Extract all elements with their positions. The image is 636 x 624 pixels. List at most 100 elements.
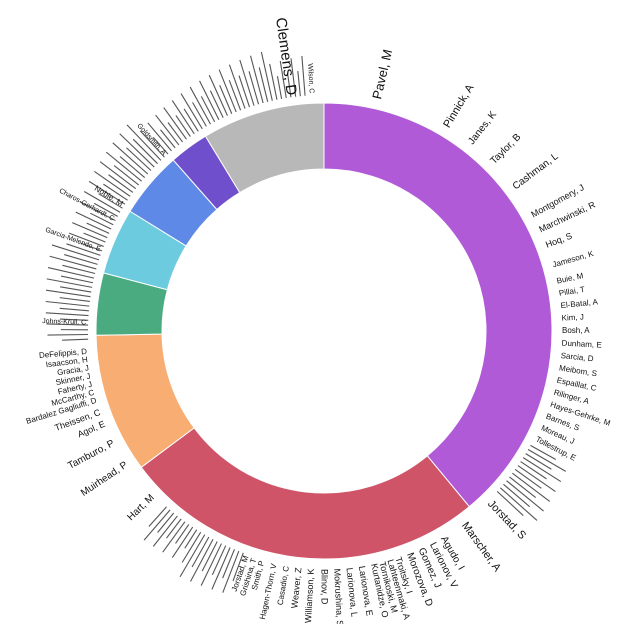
crowded-label-mark <box>258 67 269 102</box>
slice-label: Janes, K <box>466 109 499 147</box>
crowded-label-mark <box>208 74 228 116</box>
crowded-label-mark <box>163 107 187 140</box>
crowded-label-mark <box>192 102 207 127</box>
crowded-label-mark <box>249 55 264 104</box>
crowded-label-mark <box>191 536 210 568</box>
crowded-label-mark <box>88 180 126 205</box>
slice-label: Wilson, C <box>306 63 315 93</box>
slice-label: El-Batal, A <box>560 297 599 310</box>
crowded-label-mark <box>260 51 273 101</box>
crowded-label-mark <box>200 543 222 586</box>
crowded-label-mark <box>152 515 178 547</box>
crowded-label-mark <box>171 100 195 135</box>
crowded-label-mark <box>79 201 116 222</box>
crowded-label-mark <box>211 547 231 590</box>
crowded-label-mark <box>522 457 562 483</box>
crowded-label-mark <box>228 64 246 109</box>
crowded-label-mark <box>152 136 169 155</box>
crowded-label-mark <box>530 444 557 460</box>
crowded-label-mark <box>219 85 233 114</box>
crowded-label-mark <box>506 480 544 512</box>
slice-label: Hoq, S <box>544 231 573 250</box>
crowded-label-mark <box>75 211 112 230</box>
crowded-label-mark <box>509 476 537 499</box>
crowded-label-mark <box>62 338 89 341</box>
slice-label: Johns-Krull, C <box>42 318 86 327</box>
crowded-label-mark <box>180 93 203 130</box>
slice-label: Bosh, A <box>562 326 590 335</box>
crowded-label-mark <box>45 312 89 317</box>
crowded-label-mark <box>86 222 110 234</box>
crowded-label-mark <box>167 122 184 143</box>
crowded-label-mark <box>51 244 100 261</box>
crowded-label-mark <box>301 56 306 96</box>
crowded-label-mark <box>47 333 89 336</box>
crowded-label-mark <box>179 534 206 578</box>
slice-label: Pinnick, A <box>441 82 477 130</box>
crowded-label-mark <box>132 138 158 165</box>
crowded-label-mark <box>189 86 211 125</box>
crowded-label-mark <box>46 278 93 288</box>
crowded-label-mark <box>46 323 89 326</box>
crowded-label-mark <box>126 147 152 171</box>
slice-label: Casadio, C <box>276 565 291 606</box>
crowded-label-mark <box>269 63 278 100</box>
slice-label: Weaver, Z <box>289 567 303 609</box>
crowded-label-mark <box>80 242 103 252</box>
crowded-label-mark <box>126 124 162 161</box>
crowded-label-mark <box>147 122 172 152</box>
slice-label: Jorstad, S <box>485 498 528 542</box>
donut-slice-1[interactable] <box>323 102 553 508</box>
crowded-label-mark <box>503 483 531 508</box>
crowded-label-mark <box>143 509 171 541</box>
slice-label: Muirhead, P <box>79 459 130 498</box>
donut-slice-2[interactable] <box>140 427 471 560</box>
crowded-label-mark <box>211 545 227 576</box>
crowded-label-mark <box>59 297 90 302</box>
crowded-label-mark <box>175 115 191 137</box>
crowded-label-mark <box>119 133 155 168</box>
crowded-label-mark <box>64 254 98 265</box>
slice-label: Pavel, M <box>369 48 395 101</box>
crowded-label-mark <box>166 518 182 539</box>
slice-label: Kim, J <box>561 312 584 322</box>
crowded-label-mark <box>157 512 175 533</box>
donut-slices <box>95 102 553 560</box>
crowded-label-mark <box>181 531 202 563</box>
crowded-label-mark <box>62 264 96 275</box>
crowded-label-mark <box>162 521 186 553</box>
slice-label: Mokrushina, S <box>332 568 345 624</box>
slice-label: Sarcia, D <box>560 351 594 363</box>
crowded-label-mark <box>60 275 94 284</box>
crowded-label-mark <box>171 526 194 558</box>
crowded-label-mark <box>99 161 137 190</box>
crowded-label-mark <box>238 75 251 108</box>
crowded-label-mark <box>190 539 214 582</box>
crowded-label-mark <box>199 80 220 120</box>
slice-label: Dunham, E <box>561 339 601 350</box>
crowded-label-mark <box>175 524 190 544</box>
slice-label: Pillai, T <box>558 285 585 298</box>
donut-slice-8[interactable] <box>204 102 325 194</box>
slice-label: Meibom, S <box>558 363 597 378</box>
crowded-label-mark <box>496 490 524 516</box>
crowded-label-mark <box>112 142 149 175</box>
crowded-label-mark <box>222 549 235 579</box>
crowded-label-mark <box>160 129 176 149</box>
crowded-label-mark <box>218 69 237 113</box>
slice-label: Tamburo, P <box>66 438 117 472</box>
crowded-label-mark <box>83 232 106 243</box>
crowded-label-mark <box>499 487 538 521</box>
crowded-label-mark <box>287 73 292 98</box>
crowded-label-mark <box>248 71 260 105</box>
crowded-label-mark <box>45 300 90 307</box>
crowded-label-mark <box>290 58 297 97</box>
crowded-label-mark <box>209 90 224 118</box>
crowded-label-mark <box>66 243 101 256</box>
crowded-label-mark <box>148 506 167 527</box>
crowded-label-mark <box>183 108 199 132</box>
crowded-label-mark <box>527 449 567 472</box>
slice-label: Jameson, K <box>551 249 595 269</box>
crowded-label-mark <box>119 156 146 178</box>
crowded-label-mark <box>228 80 242 111</box>
